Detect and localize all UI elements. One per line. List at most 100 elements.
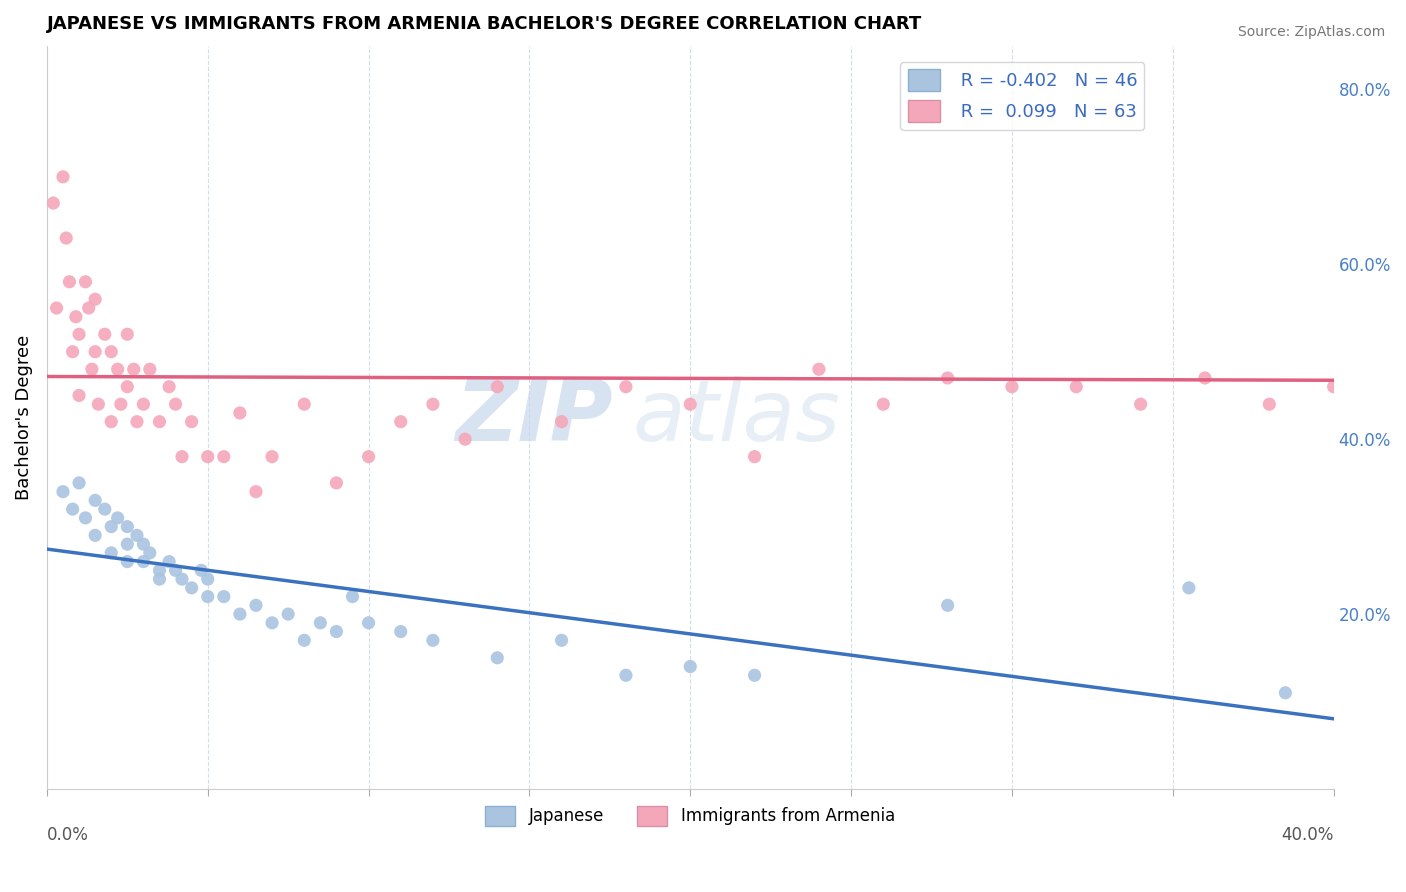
- Point: [75, 511, 97, 525]
- Point: [55, 231, 77, 245]
- Point: [67, 388, 90, 402]
- Point: [110, 397, 132, 411]
- Point: [148, 563, 170, 577]
- Point: [165, 563, 187, 577]
- Point: [679, 397, 702, 411]
- Point: [77, 301, 100, 315]
- Point: [180, 415, 202, 429]
- Point: [679, 659, 702, 673]
- Point: [422, 397, 444, 411]
- Point: [197, 450, 219, 464]
- Point: [157, 555, 180, 569]
- Point: [52, 169, 75, 184]
- Point: [45, 301, 67, 315]
- Point: [262, 615, 284, 630]
- Point: [614, 668, 637, 682]
- Point: [100, 344, 122, 359]
- Point: [872, 397, 894, 411]
- Point: [197, 590, 219, 604]
- Y-axis label: Bachelor's Degree: Bachelor's Degree: [15, 334, 32, 500]
- Point: [245, 484, 267, 499]
- Point: [62, 344, 84, 359]
- Point: [550, 415, 572, 429]
- Point: [139, 546, 162, 560]
- Point: [52, 484, 75, 499]
- Point: [84, 493, 107, 508]
- Point: [94, 327, 117, 342]
- Point: [1064, 380, 1087, 394]
- Point: [325, 624, 347, 639]
- Point: [58, 275, 80, 289]
- Point: [1258, 397, 1281, 411]
- Point: [117, 537, 139, 551]
- Point: [357, 615, 380, 630]
- Point: [100, 415, 122, 429]
- Point: [245, 599, 267, 613]
- Point: [65, 310, 87, 324]
- Point: [132, 537, 155, 551]
- Point: [117, 327, 139, 342]
- Point: [454, 432, 477, 446]
- Point: [132, 397, 155, 411]
- Point: [157, 380, 180, 394]
- Point: [132, 555, 155, 569]
- Point: [148, 572, 170, 586]
- Point: [1178, 581, 1201, 595]
- Point: [117, 380, 139, 394]
- Point: [84, 344, 107, 359]
- Point: [1274, 686, 1296, 700]
- Point: [936, 599, 959, 613]
- Point: [229, 607, 252, 621]
- Point: [75, 275, 97, 289]
- Point: [190, 563, 212, 577]
- Point: [84, 293, 107, 307]
- Text: ZIP: ZIP: [456, 376, 613, 458]
- Legend:  R = -0.402   N = 46,  R =  0.099   N = 63: R = -0.402 N = 46, R = 0.099 N = 63: [900, 62, 1144, 129]
- Point: [486, 380, 509, 394]
- Point: [87, 397, 110, 411]
- Point: [148, 415, 170, 429]
- Point: [229, 406, 252, 420]
- Point: [744, 668, 766, 682]
- Point: [125, 528, 148, 542]
- Point: [309, 615, 332, 630]
- Point: [292, 397, 315, 411]
- Point: [117, 519, 139, 533]
- Point: [277, 607, 299, 621]
- Point: [100, 519, 122, 533]
- Point: [262, 450, 284, 464]
- Point: [357, 450, 380, 464]
- Point: [1001, 380, 1024, 394]
- Point: [107, 362, 129, 376]
- Point: [42, 196, 65, 211]
- Text: Source: ZipAtlas.com: Source: ZipAtlas.com: [1237, 25, 1385, 39]
- Point: [67, 475, 90, 490]
- Point: [94, 502, 117, 516]
- Point: [807, 362, 830, 376]
- Point: [212, 450, 235, 464]
- Point: [1323, 380, 1346, 394]
- Text: atlas: atlas: [633, 376, 841, 458]
- Point: [197, 572, 219, 586]
- Point: [1129, 397, 1152, 411]
- Point: [1194, 371, 1216, 385]
- Point: [67, 327, 90, 342]
- Point: [107, 511, 129, 525]
- Point: [170, 450, 193, 464]
- Point: [550, 633, 572, 648]
- Point: [614, 380, 637, 394]
- Point: [325, 475, 347, 490]
- Point: [936, 371, 959, 385]
- Text: JAPANESE VS IMMIGRANTS FROM ARMENIA BACHELOR'S DEGREE CORRELATION CHART: JAPANESE VS IMMIGRANTS FROM ARMENIA BACH…: [46, 15, 922, 33]
- Point: [122, 362, 145, 376]
- Point: [342, 590, 364, 604]
- Point: [744, 450, 766, 464]
- Point: [62, 502, 84, 516]
- Point: [170, 572, 193, 586]
- Point: [422, 633, 444, 648]
- Point: [125, 415, 148, 429]
- Point: [139, 362, 162, 376]
- Point: [1386, 388, 1406, 402]
- Point: [292, 633, 315, 648]
- Point: [117, 555, 139, 569]
